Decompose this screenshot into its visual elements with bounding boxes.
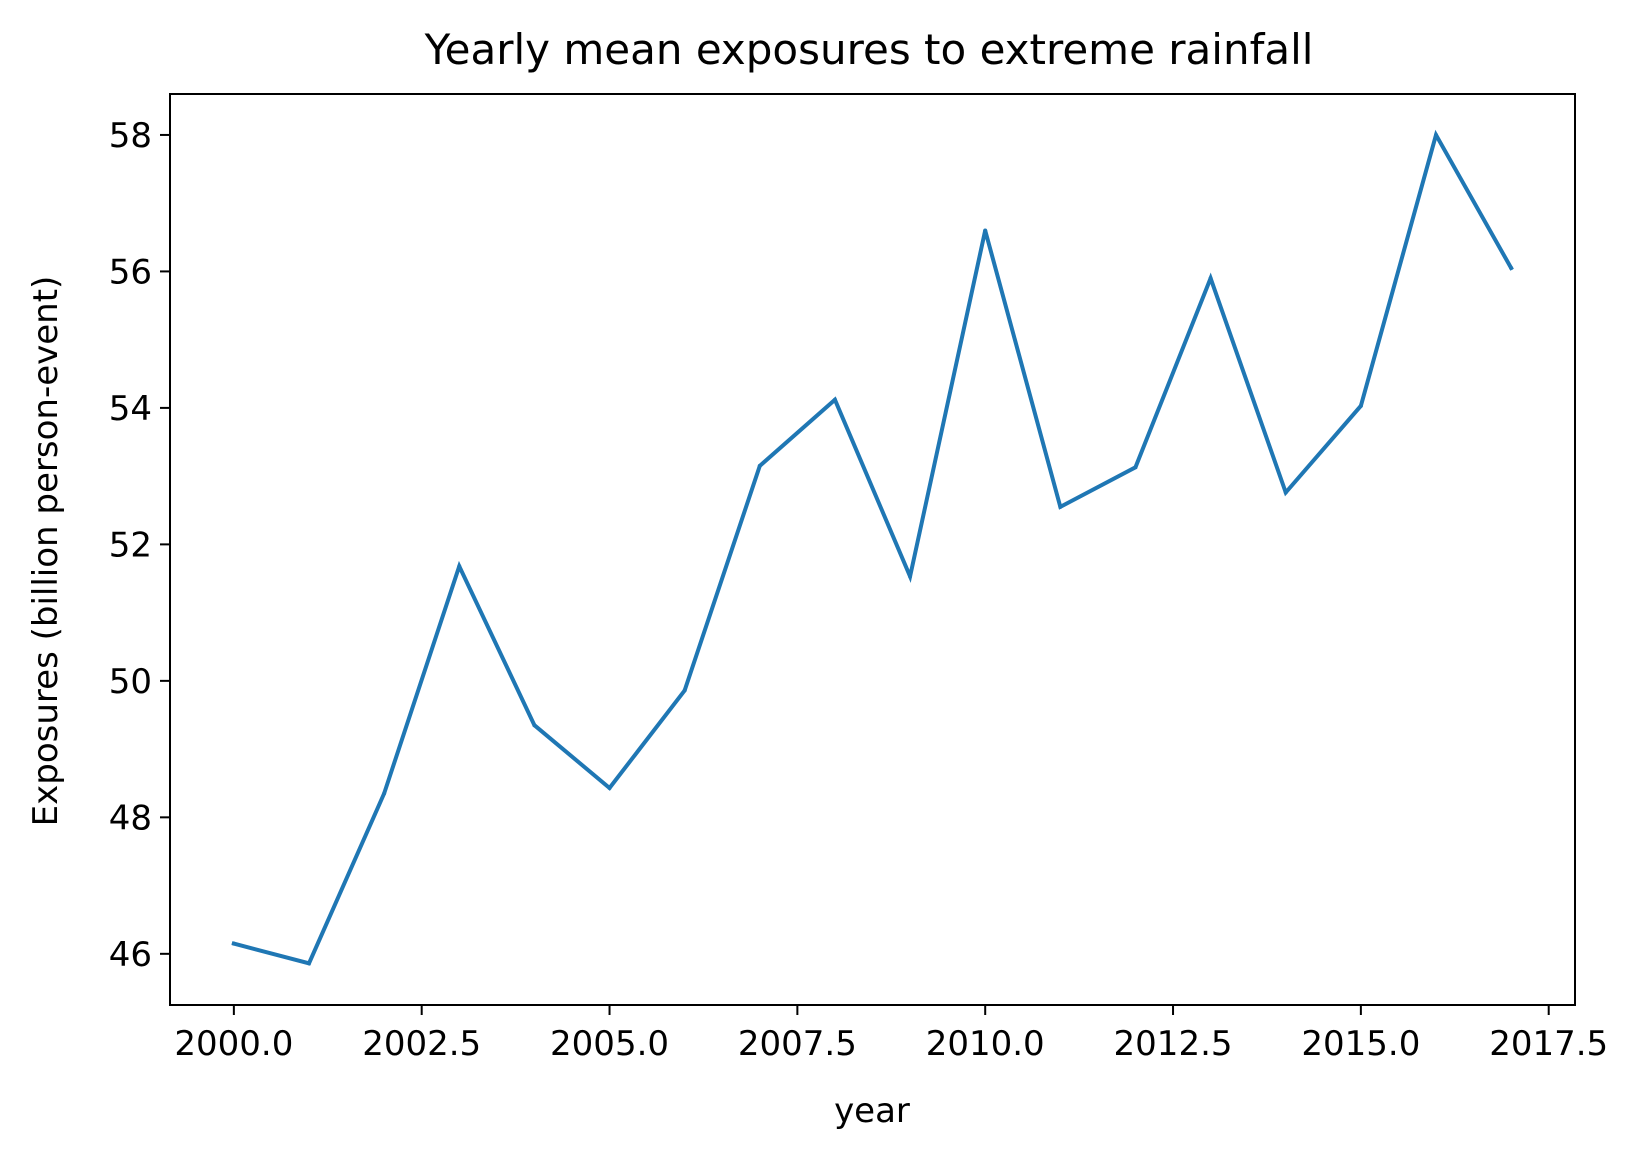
data-point (908, 574, 913, 579)
y-tick-label: 50 (109, 662, 152, 702)
x-tick-label: 2002.5 (362, 1024, 481, 1064)
data-point (832, 397, 837, 402)
data-point (682, 688, 687, 693)
x-tick-label: 2017.5 (1489, 1024, 1608, 1064)
data-point (532, 723, 537, 728)
plot-area (231, 129, 1514, 966)
data-point (983, 228, 988, 233)
x-axis: 2000.0 2002.5 2005.0 2007.5 2010.0 2012.5 2015… (174, 1005, 1608, 1064)
y-tick-label: 56 (109, 252, 152, 292)
x-tick-label: 2010.0 (926, 1024, 1045, 1064)
y-tick-label: 52 (109, 525, 152, 565)
data-point (1509, 266, 1514, 271)
y-axis-title: Exposures (billion person-event) (26, 276, 66, 827)
y-tick-label: 46 (109, 935, 152, 975)
data-point (457, 564, 462, 569)
x-tick-label: 2005.0 (550, 1024, 669, 1064)
x-tick-label: 2015.0 (1301, 1024, 1420, 1064)
axes-frame (169, 93, 1576, 1006)
y-axis: 46 48 50 52 54 56 58 (109, 116, 170, 975)
data-point (231, 941, 236, 946)
y-tick-label: 48 (109, 798, 152, 838)
data-point (306, 961, 311, 966)
series-line (231, 129, 1514, 966)
y-tick-label: 54 (109, 389, 152, 429)
x-tick-label: 2007.5 (738, 1024, 857, 1064)
y-tick-label: 58 (109, 116, 152, 156)
x-axis-title: year (834, 1091, 910, 1131)
data-point (1283, 490, 1288, 495)
data-point (1058, 504, 1063, 509)
chart-title: Yearly mean exposures to extreme rainfal… (424, 25, 1314, 74)
data-point (607, 785, 612, 790)
data-point (1208, 276, 1213, 281)
data-point (1133, 465, 1138, 470)
data-point (757, 463, 762, 468)
data-point (1358, 403, 1363, 408)
x-tick-label: 2012.5 (1114, 1024, 1233, 1064)
data-point (382, 791, 387, 796)
data-point (1434, 132, 1439, 137)
x-tick-label: 2000.0 (174, 1024, 293, 1064)
